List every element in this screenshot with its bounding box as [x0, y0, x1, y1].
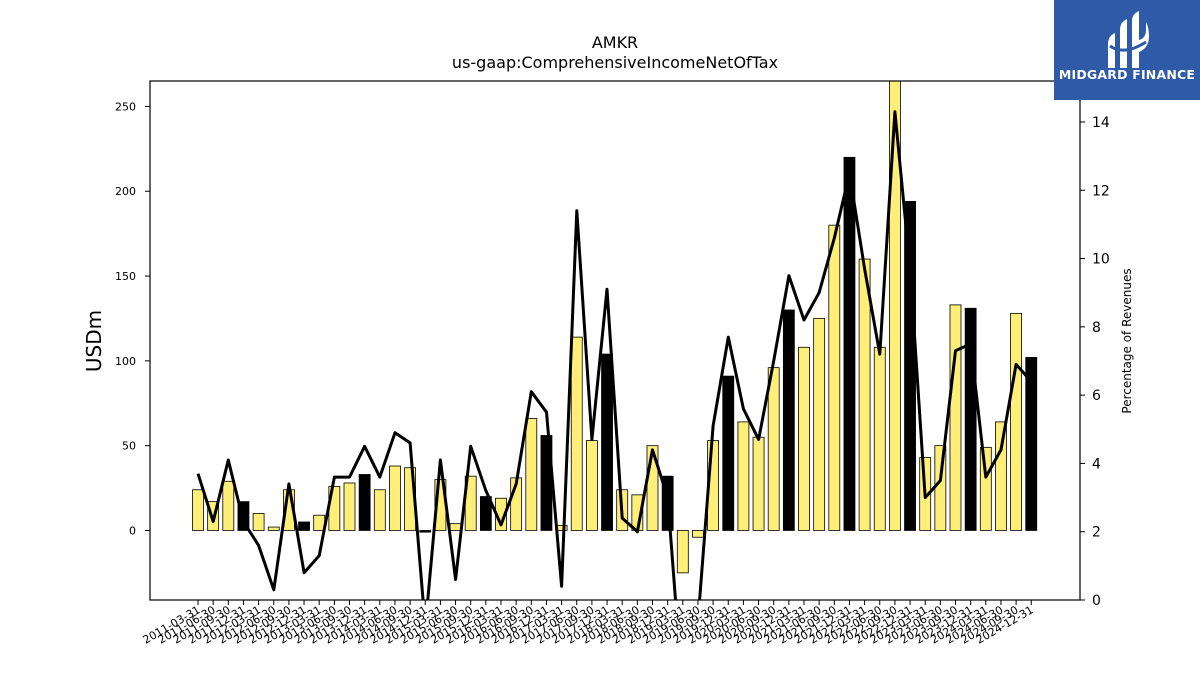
- bar: [252, 513, 265, 531]
- y-tick-label: 150: [115, 270, 136, 283]
- y2-axis: 0 2 4 6 8 10 12 14: [1080, 115, 1110, 609]
- y-axis: 0 50 100 150 200 250: [115, 100, 150, 537]
- bar: [449, 523, 462, 531]
- logo-text: MIDGARD FINANCE: [1058, 67, 1196, 82]
- y-tick-label: 50: [122, 440, 136, 453]
- bar: [676, 530, 689, 574]
- bar: [343, 482, 356, 531]
- y2-tick-label: 6: [1092, 388, 1101, 404]
- chart-title: AMKR: [592, 33, 638, 52]
- bar: [904, 201, 916, 531]
- logo: MIDGARD FINANCE: [1054, 0, 1200, 100]
- bar: [782, 309, 795, 531]
- line-series: [196, 110, 1033, 600]
- bar: [798, 346, 810, 531]
- bar: [949, 304, 962, 531]
- bar: [979, 446, 992, 531]
- bar: [964, 307, 977, 531]
- bar-series: [192, 81, 1038, 574]
- y-tick-label: 0: [129, 524, 136, 537]
- y-tick-label: 250: [115, 100, 136, 113]
- bar: [192, 489, 204, 531]
- logo-mark-icon: [1108, 11, 1149, 68]
- bar: [995, 421, 1007, 531]
- bar: [692, 530, 704, 538]
- y2-tick-label: 8: [1092, 320, 1101, 336]
- bar: [843, 156, 856, 531]
- y2-tick-label: 4: [1092, 456, 1101, 472]
- series-line: [196, 110, 1033, 600]
- bar: [767, 367, 780, 531]
- y2-tick-label: 10: [1092, 252, 1110, 268]
- bar: [267, 526, 280, 531]
- x-axis: 2011-03-312011-06-302011-09-302011-12-31…: [141, 600, 1036, 647]
- bar: [298, 521, 310, 531]
- bar: [889, 81, 901, 531]
- bar: [722, 375, 735, 531]
- bar: [813, 318, 826, 531]
- bar: [828, 224, 841, 531]
- bar: [419, 530, 432, 533]
- bar: [1010, 312, 1022, 531]
- bar: [222, 480, 235, 531]
- bar: [858, 258, 871, 531]
- y2-tick-label: 12: [1092, 183, 1110, 199]
- y-tick-label: 200: [115, 185, 136, 198]
- bar: [586, 440, 598, 531]
- y2-tick-label: 14: [1092, 115, 1110, 131]
- bar: [873, 346, 886, 531]
- bar: [525, 418, 538, 531]
- bar: [1025, 357, 1038, 531]
- y-axis-label: USDm: [82, 310, 106, 372]
- bar: [570, 336, 583, 531]
- bar: [358, 474, 371, 531]
- bar: [601, 353, 613, 531]
- bar: [479, 496, 492, 531]
- y2-tick-label: 2: [1092, 525, 1101, 541]
- y2-axis-label: Percentage of Revenues: [1120, 268, 1134, 413]
- bar: [373, 489, 386, 531]
- bar: [737, 421, 750, 531]
- chart-subtitle: us-gaap:ComprehensiveIncomeNetOfTax: [452, 53, 778, 72]
- y-tick-label: 100: [115, 355, 136, 368]
- bar: [646, 445, 659, 531]
- y2-tick-label: 0: [1092, 593, 1101, 609]
- bar: [752, 436, 765, 531]
- plot-frame: [149, 80, 1081, 601]
- bar: [389, 465, 401, 531]
